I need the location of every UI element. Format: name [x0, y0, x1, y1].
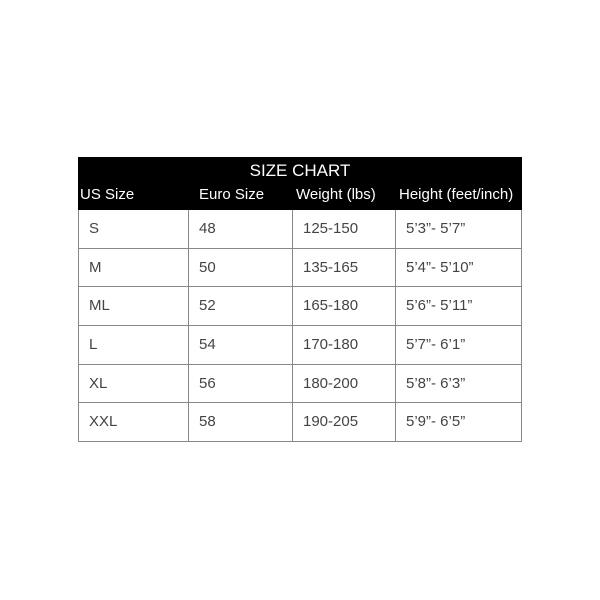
header-weight: Weight (lbs)	[296, 186, 376, 203]
table-row: L 54 170-180 5’7”- 6’1”	[78, 326, 522, 365]
cell-height: 5’9”- 6’5”	[395, 403, 522, 442]
table-row: M 50 135-165 5’4”- 5’10”	[78, 248, 522, 288]
cell-us-size: M	[78, 248, 188, 287]
cell-us-size: XL	[78, 364, 188, 403]
table-row: XXL 58 190-205 5’9”- 6’5”	[78, 403, 522, 443]
cell-euro-size: 50	[188, 248, 292, 287]
cell-us-size: L	[78, 326, 188, 364]
table-row: ML 52 165-180 5’6”- 5’11”	[78, 287, 522, 327]
cell-height: 5’3”- 5’7”	[395, 210, 522, 248]
cell-weight: 125-150	[292, 210, 395, 248]
size-chart-table: SIZE CHART US Size Euro Size Weight (lbs…	[78, 157, 522, 443]
cell-us-size: S	[78, 210, 188, 248]
cell-euro-size: 58	[188, 403, 292, 442]
cell-weight: 190-205	[292, 403, 395, 442]
cell-weight: 165-180	[292, 287, 395, 326]
cell-euro-size: 48	[188, 210, 292, 248]
cell-euro-size: 56	[188, 364, 292, 403]
cell-weight: 180-200	[292, 364, 395, 403]
cell-height: 5’7”- 6’1”	[395, 326, 522, 364]
cell-euro-size: 52	[188, 287, 292, 326]
header-height: Height (feet/inch)	[399, 186, 514, 203]
header-euro-size: Euro Size	[199, 186, 265, 203]
cell-height: 5’8”- 6’3”	[395, 364, 522, 403]
cell-euro-size: 54	[188, 326, 292, 364]
cell-us-size: ML	[78, 287, 188, 326]
header-row: US Size Euro Size Weight (lbs) Height (f…	[78, 182, 522, 210]
cell-height: 5’4”- 5’10”	[395, 248, 522, 287]
cell-us-size: XXL	[78, 403, 188, 442]
cell-height: 5’6”- 5’11”	[395, 287, 522, 326]
cell-weight: 135-165	[292, 248, 395, 287]
table-row: XL 56 180-200 5’8”- 6’3”	[78, 364, 522, 404]
header-us-size: US Size	[80, 186, 135, 203]
chart-title: SIZE CHART	[78, 157, 522, 182]
table-row: S 48 125-150 5’3”- 5’7”	[78, 210, 522, 249]
cell-weight: 170-180	[292, 326, 395, 364]
